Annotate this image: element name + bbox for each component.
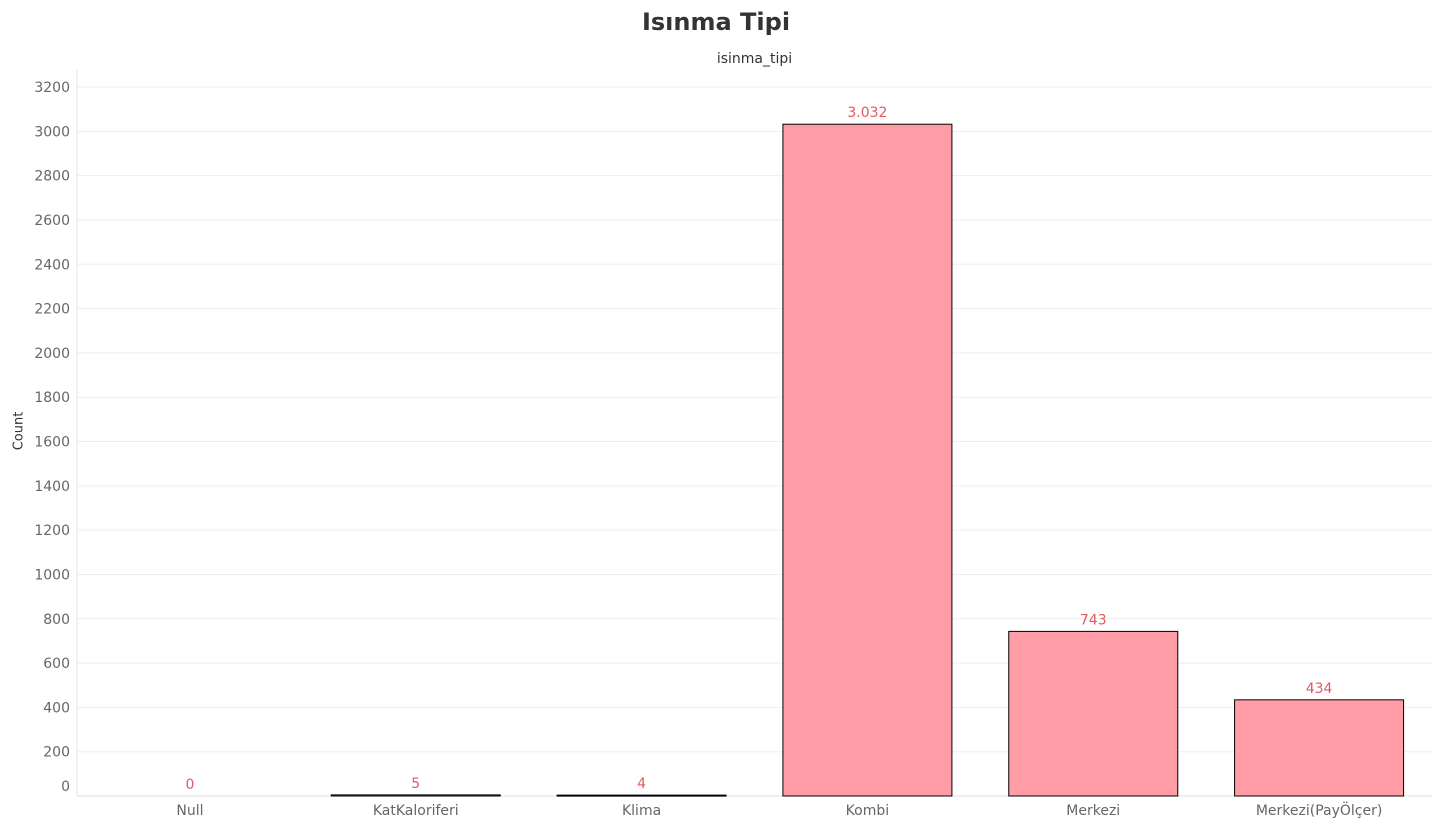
y-tick-label: 2400 (34, 257, 70, 273)
y-tick-label: 2200 (34, 302, 70, 318)
y-tick-label: 2000 (34, 346, 70, 362)
y-tick-label: 3200 (34, 80, 70, 96)
category-label: Merkezi(PayÖlçer) (1256, 801, 1383, 819)
category-label: KatKaloriferi (373, 803, 459, 819)
y-tick-label: 1600 (34, 435, 70, 451)
bars (330, 123, 1405, 797)
column-header: isinma_tipi (716, 51, 793, 67)
value-label: 4 (637, 776, 646, 792)
y-tick-label: 3000 (34, 124, 70, 140)
category-labels: Null KatKaloriferi Klima Kombi Merkezi Merkez… (176, 801, 1382, 819)
category-label: Merkezi (1066, 803, 1120, 819)
y-tick-label: 1800 (34, 390, 70, 406)
gridlines (77, 86, 1432, 753)
y-tick-label: 2600 (34, 213, 70, 229)
y-tick-label: 2800 (34, 169, 70, 185)
bar-katkaloriferi[interactable] (330, 794, 501, 797)
bar-merkezi-pay-l-er-[interactable] (1234, 699, 1405, 797)
y-tick-label: 1400 (34, 479, 70, 495)
y-tick-label: 1000 (34, 567, 70, 583)
value-label: 3.032 (847, 105, 887, 121)
value-label: 0 (185, 777, 194, 793)
category-label: Klima (622, 803, 661, 819)
y-tick-label: 800 (43, 612, 70, 628)
y-tick-label: 600 (43, 656, 70, 672)
category-label: Kombi (846, 803, 889, 819)
y-tick-label: 400 (43, 700, 70, 716)
chart-title: Isınma Tipi (641, 8, 791, 36)
value-labels: 0 5 4 3.032 743 434 (185, 105, 1332, 793)
bar-kombi[interactable] (782, 123, 953, 797)
value-label: 434 (1306, 681, 1333, 697)
value-label: 743 (1080, 612, 1107, 628)
y-tick-labels: 0 200 400 600 800 1000 1200 1400 1600 1800 2000 220… (34, 80, 70, 795)
value-label: 5 (411, 776, 420, 792)
y-tick-label: 0 (61, 779, 70, 795)
bar-klima[interactable] (556, 794, 727, 797)
axes (76, 70, 1432, 797)
y-tick-label: 1200 (34, 523, 70, 539)
category-label: Null (176, 803, 203, 819)
bar-merkezi[interactable] (1008, 630, 1179, 797)
y-tick-label: 200 (43, 745, 70, 761)
